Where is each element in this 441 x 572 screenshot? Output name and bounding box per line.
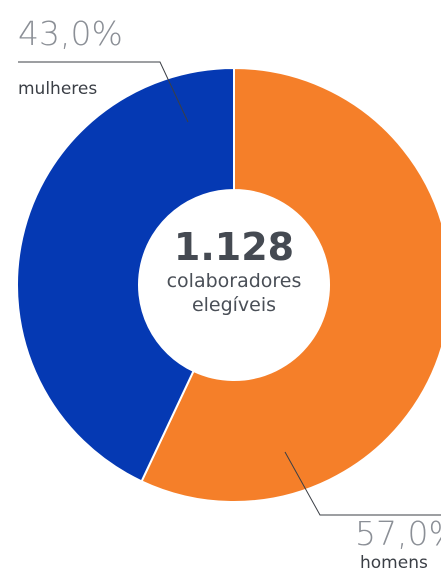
- center-subtitle: colaboradores elegíveis: [166, 270, 302, 316]
- donut-slice: [16, 66, 235, 483]
- callout-line: [18, 61, 189, 123]
- value-label: 57,0%: [355, 514, 441, 553]
- donut-slice: [140, 66, 441, 503]
- center-label: 1.128 colaboradores elegíveis: [139, 225, 329, 317]
- value-label: 43,0%: [18, 14, 123, 53]
- callout-line: [284, 451, 441, 516]
- category-label: homens: [360, 553, 428, 572]
- category-label: mulheres: [18, 79, 97, 99]
- center-title: 1.128: [173, 225, 295, 269]
